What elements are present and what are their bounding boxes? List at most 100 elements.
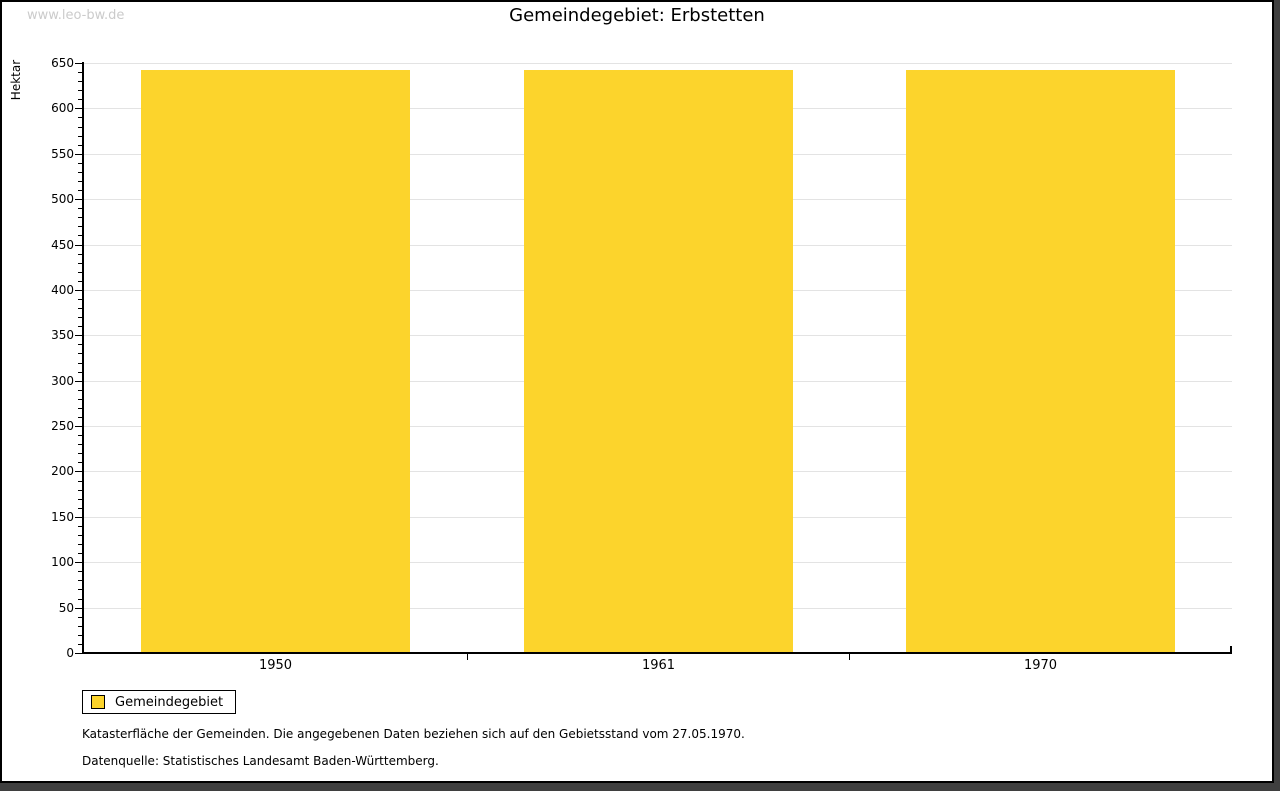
y-minor-tick — [78, 535, 82, 536]
chart-title: Gemeindegebiet: Erbstetten — [509, 5, 765, 26]
y-tick-label: 350 — [51, 328, 74, 342]
y-major-tick — [75, 63, 82, 64]
y-minor-tick — [78, 308, 82, 309]
y-minor-tick — [78, 444, 82, 445]
footnote-description: Katasterfläche der Gemeinden. Die angege… — [82, 727, 745, 741]
y-minor-tick — [78, 544, 82, 545]
y-tick-label: 50 — [58, 601, 74, 615]
footnote-source: Datenquelle: Statistisches Landesamt Bad… — [82, 754, 439, 768]
x-category-label: 1950 — [258, 658, 293, 673]
y-minor-tick — [78, 417, 82, 418]
y-minor-tick — [78, 217, 82, 218]
x-boundary-tick — [467, 654, 468, 660]
y-minor-tick — [78, 172, 82, 173]
y-major-tick — [75, 199, 82, 200]
y-minor-tick — [78, 145, 82, 146]
legend-label: Gemeindegebiet — [115, 694, 224, 710]
y-minor-tick — [78, 481, 82, 482]
y-major-tick — [75, 381, 82, 382]
x-category-label: 1961 — [641, 658, 676, 673]
y-minor-tick — [78, 127, 82, 128]
y-minor-tick — [78, 272, 82, 273]
y-major-tick — [75, 108, 82, 109]
y-minor-tick — [78, 344, 82, 345]
y-minor-tick — [78, 372, 82, 373]
bar-1970 — [906, 70, 1175, 652]
y-minor-tick — [78, 408, 82, 409]
legend-swatch-icon — [91, 695, 105, 709]
y-tick-label: 200 — [51, 464, 74, 478]
y-major-tick — [75, 426, 82, 427]
x-axis-line — [82, 652, 1232, 654]
y-minor-tick — [78, 226, 82, 227]
y-minor-tick — [78, 136, 82, 137]
y-minor-tick — [78, 99, 82, 100]
y-minor-tick — [78, 599, 82, 600]
y-minor-tick — [78, 490, 82, 491]
y-tick-label: 400 — [51, 283, 74, 297]
y-minor-tick — [78, 163, 82, 164]
y-minor-tick — [78, 462, 82, 463]
y-major-tick — [75, 608, 82, 609]
y-minor-tick — [78, 390, 82, 391]
y-major-tick — [75, 245, 82, 246]
watermark-text: www.leo-bw.de — [27, 8, 125, 23]
y-minor-tick — [78, 635, 82, 636]
y-minor-tick — [78, 326, 82, 327]
y-tick-label: 500 — [51, 192, 74, 206]
x-boundary-tick — [849, 654, 850, 660]
y-major-tick — [75, 154, 82, 155]
y-tick-label: 0 — [66, 646, 74, 660]
y-major-tick — [75, 335, 82, 336]
y-minor-tick — [78, 117, 82, 118]
legend-box: Gemeindegebiet — [82, 690, 237, 714]
y-minor-tick — [78, 644, 82, 645]
y-tick-label: 250 — [51, 419, 74, 433]
y-tick-label: 450 — [51, 238, 74, 252]
y-tick-label: 300 — [51, 374, 74, 388]
y-gridline — [84, 63, 1232, 64]
y-minor-tick — [78, 499, 82, 500]
y-axis-line — [82, 62, 84, 654]
y-minor-tick — [78, 72, 82, 73]
y-minor-tick — [78, 254, 82, 255]
y-tick-label: 650 — [51, 56, 74, 70]
y-minor-tick — [78, 353, 82, 354]
y-minor-tick — [78, 190, 82, 191]
y-minor-tick — [78, 363, 82, 364]
y-major-tick — [75, 653, 82, 654]
y-minor-tick — [78, 181, 82, 182]
y-minor-tick — [78, 90, 82, 91]
y-minor-tick — [78, 299, 82, 300]
y-major-tick — [75, 290, 82, 291]
y-minor-tick — [78, 553, 82, 554]
y-minor-tick — [78, 81, 82, 82]
y-minor-tick — [78, 626, 82, 627]
bar-1950 — [141, 70, 410, 652]
y-minor-tick — [78, 208, 82, 209]
y-tick-label: 150 — [51, 510, 74, 524]
y-minor-tick — [78, 317, 82, 318]
y-minor-tick — [78, 580, 82, 581]
bar-1961 — [524, 70, 793, 652]
x-category-label: 1970 — [1023, 658, 1058, 673]
y-minor-tick — [78, 263, 82, 264]
y-minor-tick — [78, 508, 82, 509]
y-minor-tick — [78, 571, 82, 572]
y-tick-label: 600 — [51, 101, 74, 115]
y-minor-tick — [78, 453, 82, 454]
y-tick-label: 550 — [51, 147, 74, 161]
y-minor-tick — [78, 399, 82, 400]
y-tick-label: 100 — [51, 555, 74, 569]
y-major-tick — [75, 562, 82, 563]
y-minor-tick — [78, 526, 82, 527]
y-minor-tick — [78, 281, 82, 282]
y-minor-tick — [78, 617, 82, 618]
plot-area: 0 50 100 150 200 250 300 350 400 450 500 550 600 650 1… — [2, 2, 1272, 781]
y-minor-tick — [78, 235, 82, 236]
y-major-tick — [75, 517, 82, 518]
y-minor-tick — [78, 435, 82, 436]
x-axis-end-tick — [1230, 646, 1232, 652]
